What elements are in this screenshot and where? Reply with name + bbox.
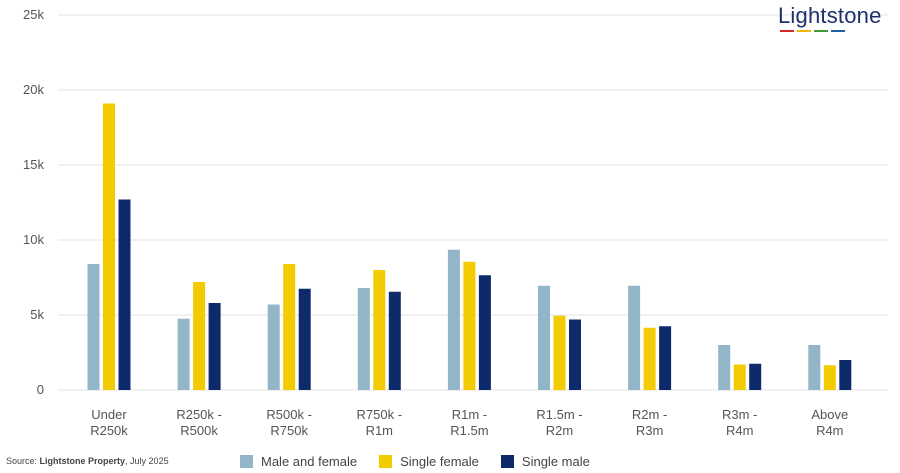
y-tick-label: 15k — [23, 157, 44, 172]
x-tick-label-line: R4m — [816, 423, 843, 438]
x-tick-label-line: R500k - — [266, 407, 312, 422]
x-tick-label-line: Above — [811, 407, 848, 422]
x-tick-label-line: R1m - — [452, 407, 487, 422]
bar-male-and-female-r750k-r1m — [357, 288, 370, 390]
bar-single-male-under-r250k — [118, 199, 131, 390]
logo-stripe-blue — [831, 30, 845, 32]
x-tick-label-line: R250k — [90, 423, 128, 438]
bar-male-and-female-r1m-r1-5m — [447, 249, 460, 390]
y-tick-label: 5k — [30, 307, 44, 322]
x-tick-label: R3m -R4m — [722, 407, 757, 438]
bar-single-male-above-r4m — [839, 360, 852, 390]
chart-legend: Male and female Single female Single mal… — [240, 454, 590, 469]
source-note: Source: Lightstone Property, July 2025 — [6, 456, 169, 466]
bar-single-female-r750k-r1m — [373, 270, 386, 390]
bar-single-female-above-r4m — [823, 365, 836, 390]
bar-male-and-female-r2m-r3m — [628, 285, 641, 390]
source-name: Lightstone Property — [39, 456, 126, 466]
y-tick-label: 0 — [37, 382, 44, 397]
legend-label-single-female: Single female — [400, 454, 479, 469]
x-tick-label-line: R4m — [726, 423, 753, 438]
x-tick-label-line: R750k — [270, 423, 308, 438]
source-prefix: Source: — [6, 456, 40, 466]
source-suffix: , July 2025 — [125, 456, 169, 466]
x-tick-label-line: R750k - — [357, 407, 403, 422]
legend-label-single-male: Single male — [521, 454, 590, 469]
bar-single-male-r500k-r750k — [298, 288, 311, 390]
x-tick-label-line: R500k — [180, 423, 218, 438]
lightstone-logo: Lightstone — [778, 3, 882, 32]
x-tick-label-line: R3m — [636, 423, 663, 438]
bar-male-and-female-r500k-r750k — [267, 304, 280, 390]
legend-item-single-male: Single male — [500, 454, 590, 469]
bar-male-and-female-under-r250k — [87, 264, 100, 390]
x-tick-label: Under R250k — [90, 407, 128, 438]
bar-single-female-r3m-r4m — [733, 364, 746, 390]
logo-stripe — [780, 30, 878, 32]
x-tick-label: R250k -R500k — [176, 407, 222, 438]
y-tick-label: 10k — [23, 232, 44, 247]
x-axis-tick-labels: Under R250k R250k -R500k R500k -R750k R750k … — [90, 407, 848, 438]
bar-single-male-r1m-r1-5m — [478, 275, 491, 390]
x-tick-label: R750k -R1m — [357, 407, 403, 438]
x-tick-label-line: R1m — [366, 423, 393, 438]
legend-label-male-and-female: Male and female — [261, 454, 358, 469]
logo-text: Lightstone — [778, 3, 882, 28]
bar-male-and-female-r3m-r4m — [718, 345, 731, 390]
bar-male-and-female-r1-5m-r2m — [538, 285, 550, 390]
x-tick-label: Above R4m — [811, 407, 848, 438]
bars — [87, 103, 852, 390]
legend-item-male-and-female: Male and female — [240, 454, 357, 469]
x-tick-label: R500k -R750k — [266, 407, 312, 438]
legend-swatch-male-and-female — [240, 455, 253, 468]
bar-male-and-female-r250k-r500k — [177, 318, 190, 390]
x-tick-label-line: R2m - — [632, 407, 667, 422]
bar-single-male-r750k-r1m — [388, 291, 401, 390]
x-tick-label-line: R1.5m - — [536, 407, 582, 422]
logo-stripe-green — [814, 30, 828, 32]
bar-single-female-r2m-r3m — [643, 327, 656, 390]
bar-single-female-r1-5m-r2m — [553, 315, 566, 390]
x-tick-label-line: Under — [91, 407, 127, 422]
x-tick-label-line: R2m — [546, 423, 573, 438]
legend-swatch-single-male — [500, 455, 514, 468]
y-axis-tick-labels: 0 5k 10k 15k 20k 25k — [23, 7, 44, 397]
bar-single-male-r3m-r4m — [749, 363, 762, 390]
x-tick-label-line: R1.5m — [450, 423, 488, 438]
bar-single-male-r250k-r500k — [208, 303, 221, 390]
legend-swatch-single-female — [379, 455, 393, 468]
legend-item-single-female: Single female — [379, 454, 479, 469]
x-tick-label-line: R250k - — [176, 407, 222, 422]
y-tick-label: 25k — [23, 7, 44, 22]
x-tick-label: R1.5m -R2m — [536, 407, 582, 438]
bar-single-male-r2m-r3m — [659, 326, 672, 390]
bar-male-and-female-above-r4m — [808, 345, 821, 390]
bar-single-male-r1-5m-r2m — [569, 319, 581, 390]
x-tick-label-line: R3m - — [722, 407, 757, 422]
logo-stripe-red — [780, 30, 794, 32]
bar-single-female-r1m-r1-5m — [463, 261, 476, 390]
bar-single-female-under-r250k — [103, 103, 115, 390]
bar-single-female-r250k-r500k — [193, 282, 206, 390]
logo-stripe-yellow — [797, 30, 811, 32]
y-tick-label: 20k — [23, 82, 44, 97]
bar-single-female-r500k-r750k — [283, 264, 296, 390]
x-tick-label: R2m -R3m — [632, 407, 667, 438]
x-tick-label: R1m -R1.5m — [450, 407, 488, 438]
